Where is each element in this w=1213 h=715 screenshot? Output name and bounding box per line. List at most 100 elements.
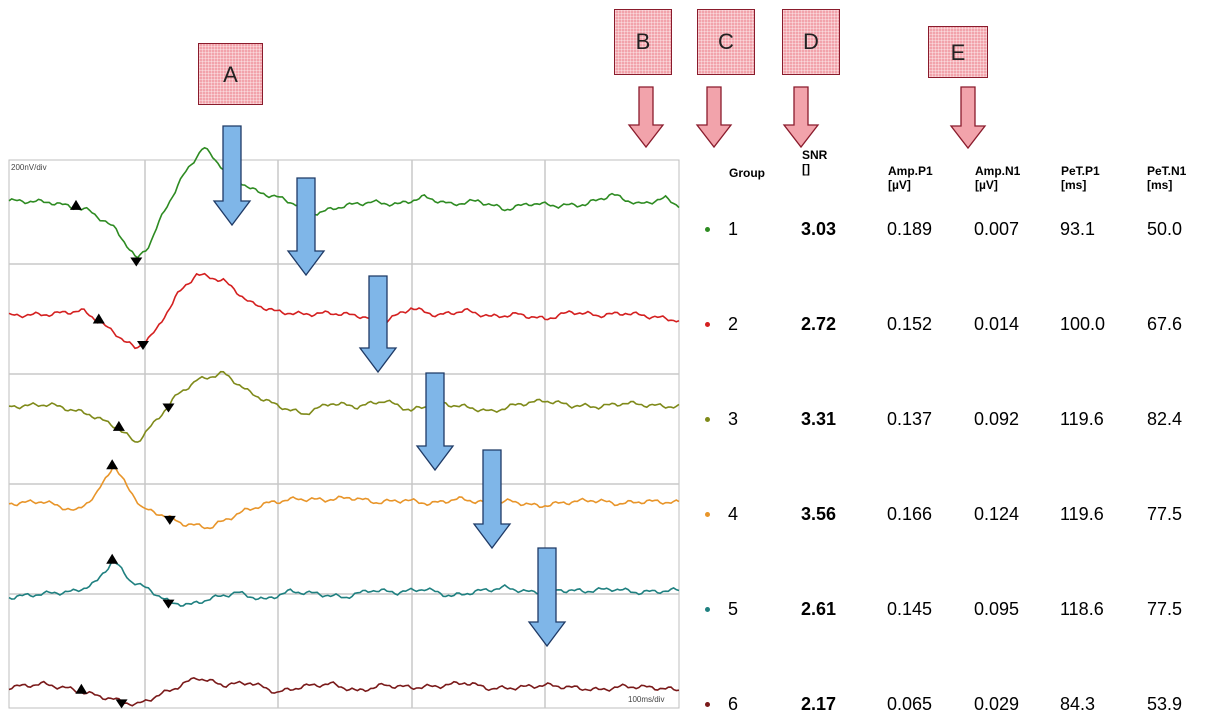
header-amp-n1-unit: [µV] [975, 178, 998, 192]
cell-pet-n1: 82.4 [1147, 409, 1183, 429]
header-snr-unit: [] [802, 162, 810, 176]
cell-amp-n1: 0.092 [974, 409, 1020, 429]
plot-frame [8, 159, 680, 709]
cell-snr: 2.72 [801, 314, 837, 334]
group-color-dot [705, 322, 710, 327]
label-a-text: A [223, 62, 238, 87]
header-pet-p1-unit: [ms] [1061, 178, 1087, 192]
header-group: Group [729, 166, 765, 180]
blue-arrows-layer [212, 125, 567, 648]
peak-marker-down-group-6 [115, 699, 128, 709]
label-b-box: B [614, 9, 672, 75]
header-amp-p1-unit: [µV] [888, 178, 911, 192]
label-d-text: D [803, 29, 819, 54]
peak-marker-up-group-1 [70, 199, 82, 210]
blue-arrow-1 [212, 125, 252, 227]
cell-pet-p1: 118.6 [1060, 599, 1104, 619]
peak-markers-layer [70, 199, 176, 709]
label-a-box: A [198, 43, 263, 105]
peak-marker-down-group-2 [137, 341, 149, 350]
header-pet-n1: PeT.N1 [ms] [1147, 164, 1186, 192]
cell-pet-p1: 119.6 [1060, 504, 1104, 524]
cell-snr: 3.31 [801, 409, 837, 429]
cell-amp-n1: 0.014 [974, 314, 1020, 334]
blue-arrow-6 [527, 547, 567, 648]
cell-amp-n1: 0.007 [974, 219, 1020, 239]
cell-group: 6 [728, 694, 739, 714]
cell-amp-n1: 0.095 [974, 599, 1020, 619]
cell-group: 2 [728, 314, 739, 334]
header-amp-p1-name: Amp.P1 [888, 164, 933, 178]
cell-pet-p1: 84.3 [1060, 694, 1096, 714]
peak-marker-up-group-2 [92, 313, 105, 324]
pink-arrows [627, 86, 987, 150]
group-color-dot [705, 702, 710, 707]
label-d-box: D [782, 9, 840, 75]
cell-pet-n1: 53.9 [1147, 694, 1183, 714]
peak-marker-up-group-6 [75, 683, 88, 694]
cell-amp-p1: 0.065 [887, 694, 933, 714]
x-scale-label: 100ms/div [628, 695, 664, 704]
header-pet-p1-name: PeT.P1 [1061, 164, 1100, 178]
label-c-box: C [697, 9, 755, 75]
label-e-box: E [928, 26, 988, 78]
cell-amp-p1: 0.166 [887, 504, 933, 524]
cell-amp-p1: 0.145 [887, 599, 933, 619]
label-b-text: B [635, 29, 651, 54]
cell-pet-n1: 67.6 [1147, 314, 1183, 334]
header-amp-p1: Amp.P1 [µV] [888, 164, 933, 192]
trace-group-5 [8, 558, 680, 607]
header-pet-n1-name: PeT.N1 [1147, 164, 1187, 178]
trace-group-1 [8, 146, 680, 259]
peak-marker-down-group-3 [162, 403, 175, 413]
group-color-dot [705, 512, 710, 517]
group-color-dot [705, 417, 710, 422]
trace-group-2 [8, 272, 680, 350]
group-color-dot [705, 607, 710, 612]
peak-marker-down-group-1 [130, 257, 143, 267]
cell-amp-n1: 0.029 [974, 694, 1020, 714]
cell-amp-p1: 0.152 [887, 314, 933, 334]
group-color-dot [705, 227, 710, 232]
cell-group: 4 [728, 504, 739, 524]
y-scale-label: 200nV/div [11, 163, 47, 172]
peak-marker-up-group-4 [106, 459, 119, 470]
header-pet-p1: PeT.P1 [ms] [1061, 164, 1100, 192]
header-snr-name: SNR [802, 148, 828, 162]
cell-snr: 3.56 [801, 504, 837, 524]
pink-arrow-4 [949, 86, 987, 150]
header-pet-n1-unit: [ms] [1147, 178, 1173, 192]
cell-group: 5 [728, 599, 739, 619]
cell-pet-n1: 77.5 [1147, 504, 1183, 524]
cell-snr: 2.61 [801, 599, 837, 619]
trace-group-3 [8, 370, 680, 443]
peak-marker-down-group-4 [163, 515, 176, 525]
peak-marker-down-group-5 [162, 599, 175, 609]
blue-arrow-4 [415, 372, 455, 472]
pink-arrow-3 [782, 86, 820, 149]
label-c-text: C [718, 29, 734, 54]
blue-arrow-3 [358, 275, 398, 374]
peak-marker-up-group-5 [106, 553, 119, 564]
cell-pet-n1: 50.0 [1147, 219, 1183, 239]
cell-pet-n1: 77.5 [1147, 599, 1183, 619]
trace-group-4 [8, 463, 680, 530]
header-amp-n1-name: Amp.N1 [975, 164, 1021, 178]
label-e-text: E [950, 40, 966, 65]
cell-snr: 3.03 [801, 219, 837, 239]
blue-arrow-2 [286, 177, 326, 277]
cell-snr: 2.17 [801, 694, 837, 714]
evoked-response-plot: 200nV/div 100ms/div [8, 125, 680, 709]
peak-marker-up-group-3 [112, 420, 125, 431]
cell-amp-p1: 0.189 [887, 219, 933, 239]
blue-arrow-5 [472, 449, 512, 550]
header-snr: SNR [] [802, 148, 827, 176]
cell-pet-p1: 119.6 [1060, 409, 1104, 429]
header-amp-n1: Amp.N1 [µV] [975, 164, 1020, 192]
pink-arrow-2 [695, 86, 733, 149]
cell-amp-n1: 0.124 [974, 504, 1020, 524]
cell-pet-p1: 93.1 [1060, 219, 1096, 239]
pink-arrow-1 [627, 86, 665, 149]
cell-group: 1 [728, 219, 739, 239]
cell-pet-p1: 100.0 [1060, 314, 1106, 334]
